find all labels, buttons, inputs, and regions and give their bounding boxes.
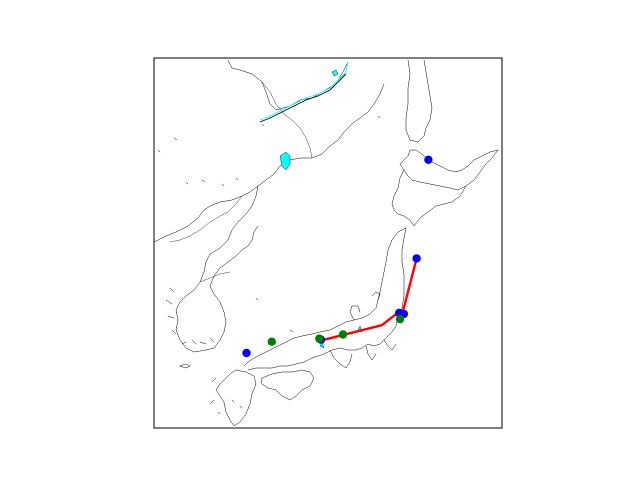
green-marker-10: [395, 314, 405, 324]
blue-marker-2: [424, 155, 433, 164]
map-frame: [153, 57, 503, 429]
country-borders: [169, 81, 313, 283]
amur-river-outline: [259, 73, 347, 123]
water-features: [259, 61, 363, 349]
green-marker-9: [338, 330, 348, 339]
honshu-coastline: [243, 227, 407, 371]
small-islands: [157, 115, 381, 415]
hokkaido-coastline: [391, 149, 499, 227]
coastlines: [153, 59, 499, 429]
border-russia-china: [261, 81, 313, 159]
small-lake-north: [331, 69, 339, 77]
small-lake-biwa: [319, 341, 325, 349]
border-china-korea: [169, 195, 243, 243]
noto-sado-coast: [349, 291, 381, 321]
green-marker-7: [267, 337, 276, 346]
sakhalin-coastline: [405, 59, 433, 143]
border-north-south-korea: [199, 271, 231, 283]
marker-layer: [242, 155, 433, 358]
green-marker-8: [315, 334, 324, 343]
amur-river: [259, 61, 349, 121]
blue-marker-1: [412, 254, 421, 263]
korea-islands: [165, 287, 215, 369]
map-axes[interactable]: [153, 57, 503, 429]
map-background: [154, 58, 502, 428]
lake-khanka: [279, 151, 291, 171]
kyushu-coastline: [209, 369, 257, 429]
peninsula-detail: [329, 339, 397, 369]
shikoku-coastline: [261, 369, 315, 401]
blue-marker-6: [242, 348, 251, 358]
